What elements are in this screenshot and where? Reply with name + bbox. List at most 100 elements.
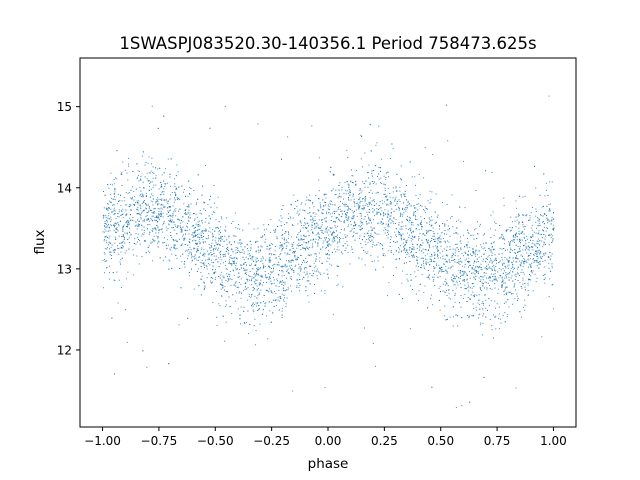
data-point <box>327 208 329 210</box>
data-point <box>181 261 183 263</box>
data-point <box>143 187 145 189</box>
data-point <box>495 259 497 261</box>
data-point <box>280 253 282 254</box>
data-point <box>356 209 357 211</box>
data-point <box>282 271 284 273</box>
data-point <box>249 254 251 256</box>
data-point <box>476 221 478 223</box>
data-point <box>113 279 115 281</box>
data-point <box>210 282 212 284</box>
data-point <box>319 257 321 259</box>
data-point <box>517 299 518 301</box>
data-point <box>551 242 553 243</box>
data-point <box>278 256 280 257</box>
data-point <box>141 193 143 195</box>
data-point <box>529 247 531 249</box>
data-point <box>141 210 143 212</box>
data-point <box>488 277 490 279</box>
data-point <box>523 263 525 265</box>
data-point <box>484 275 486 277</box>
data-point <box>536 227 537 229</box>
data-point <box>368 209 370 210</box>
data-point <box>147 217 149 219</box>
data-point <box>406 232 408 234</box>
data-point <box>253 228 255 230</box>
data-point <box>294 265 296 267</box>
data-point <box>173 229 175 231</box>
data-point <box>146 215 148 217</box>
data-point <box>548 95 550 97</box>
data-point <box>327 234 329 236</box>
data-point <box>539 261 541 262</box>
data-point <box>367 214 369 216</box>
data-point <box>477 233 479 235</box>
data-point <box>126 221 127 223</box>
data-point <box>548 204 550 206</box>
data-point <box>259 282 261 284</box>
data-point <box>528 219 530 221</box>
data-point <box>406 204 408 206</box>
data-point <box>404 244 406 246</box>
data-point <box>267 338 269 340</box>
data-point <box>495 270 497 272</box>
data-point <box>455 276 457 278</box>
data-point <box>180 229 182 231</box>
data-point <box>466 245 468 247</box>
data-point <box>543 230 544 232</box>
data-point <box>453 276 455 278</box>
data-point <box>187 244 189 246</box>
data-point <box>551 267 553 269</box>
data-point <box>255 330 257 332</box>
data-point <box>549 181 551 183</box>
data-point <box>389 215 391 217</box>
data-point <box>522 196 524 198</box>
data-point <box>290 204 292 206</box>
data-point <box>371 230 373 231</box>
data-point <box>415 184 416 186</box>
data-point <box>195 257 197 259</box>
data-point <box>229 263 231 265</box>
data-point <box>245 256 247 258</box>
data-point <box>432 154 434 155</box>
data-point <box>117 216 119 217</box>
data-point <box>415 265 417 267</box>
data-point <box>452 306 454 308</box>
data-point <box>333 221 334 223</box>
data-point <box>193 224 195 226</box>
data-point <box>472 248 474 250</box>
data-point <box>335 226 337 228</box>
data-point <box>158 188 160 190</box>
data-point <box>552 308 554 310</box>
data-point <box>404 247 406 249</box>
data-point <box>479 308 481 310</box>
data-point <box>459 260 461 262</box>
data-point <box>327 226 328 228</box>
data-point <box>471 267 473 269</box>
data-point <box>180 255 181 257</box>
data-point <box>364 200 366 202</box>
data-point <box>278 286 280 287</box>
data-point <box>265 238 267 240</box>
data-point <box>501 248 503 250</box>
data-point <box>174 178 176 180</box>
data-point <box>361 166 363 168</box>
data-point <box>225 300 227 302</box>
data-point <box>234 235 236 237</box>
data-point <box>255 257 257 259</box>
data-point <box>352 175 354 177</box>
data-point <box>536 255 538 257</box>
data-point <box>468 233 470 235</box>
data-point <box>395 196 397 198</box>
data-point <box>277 299 279 301</box>
data-point <box>286 254 288 256</box>
data-point <box>548 210 550 212</box>
data-point <box>108 226 110 228</box>
data-point <box>452 280 454 282</box>
data-point <box>111 244 113 246</box>
data-point <box>150 243 152 245</box>
data-point <box>393 210 395 212</box>
data-point <box>111 211 113 213</box>
data-point <box>235 247 237 248</box>
data-point <box>467 315 469 317</box>
data-point <box>322 230 324 232</box>
